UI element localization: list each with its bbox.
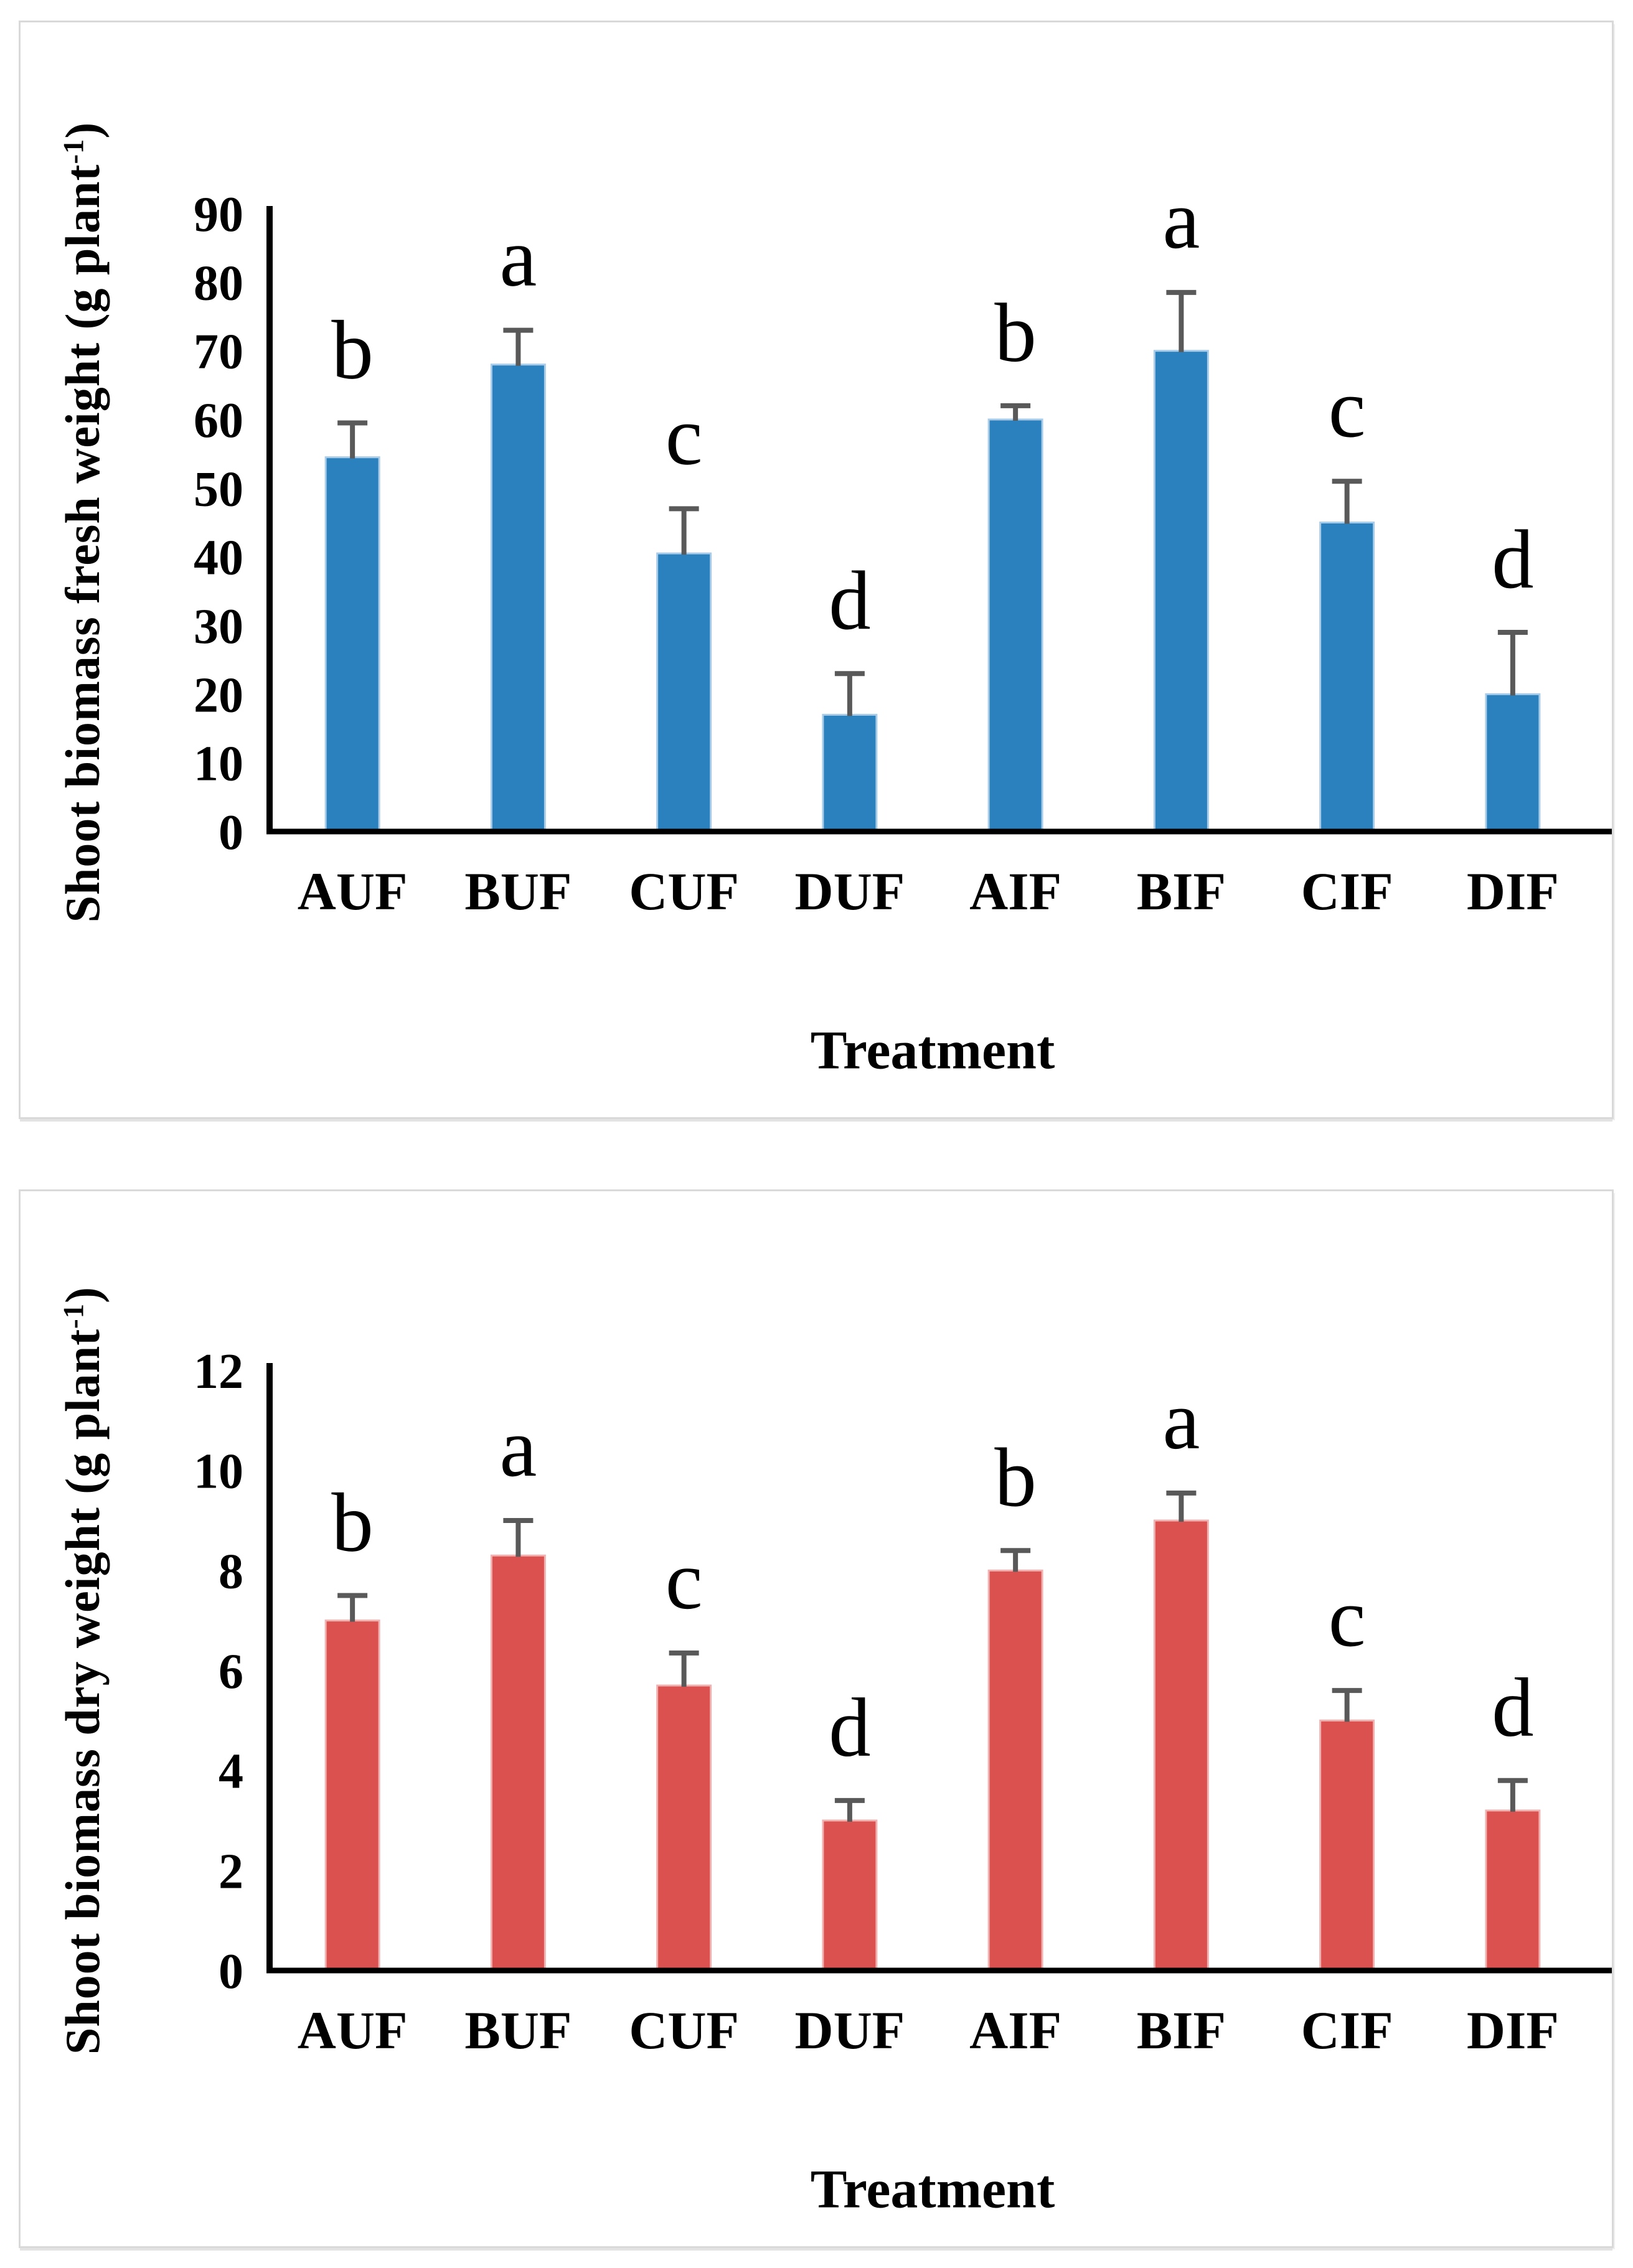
bar <box>1319 522 1375 833</box>
x-axis-title-fresh: Treatment <box>810 1020 1055 1081</box>
sig-letter: b <box>994 1432 1037 1524</box>
y-tick-label: 0 <box>219 805 243 860</box>
sig-letter: c <box>666 1534 703 1627</box>
x-category-label: CIF <box>1301 861 1393 921</box>
y-tick-label: 50 <box>194 462 243 517</box>
bar <box>324 456 380 833</box>
bar <box>656 552 712 833</box>
sig-letter: b <box>331 304 374 397</box>
x-category-label: BIF <box>1137 2000 1226 2060</box>
y-tick-label: 70 <box>194 325 243 380</box>
superscript-minus-one: -1 <box>57 1303 90 1329</box>
sig-letter: c <box>1329 362 1366 455</box>
x-category-label: AUF <box>298 861 408 921</box>
superscript-minus-one: -1 <box>57 138 90 164</box>
sig-letter: a <box>1162 174 1200 266</box>
x-category-label: CUF <box>629 2000 739 2060</box>
bar <box>656 1684 712 1972</box>
bar <box>822 713 878 833</box>
sig-letter: c <box>666 390 703 482</box>
x-category-label: DUF <box>795 861 905 921</box>
bar <box>1485 1809 1541 1972</box>
sig-letter: c <box>1329 1572 1366 1664</box>
sig-letter: a <box>499 212 537 304</box>
bar <box>822 1819 878 1972</box>
y-tick-label: 12 <box>194 1344 243 1399</box>
x-category-label: AIF <box>969 861 1061 921</box>
x-category-label: CUF <box>629 861 739 921</box>
y-axis-title-dry: Shoot biomass dry weight (g plant-1) <box>55 1286 111 2055</box>
bar <box>1153 350 1209 833</box>
y-tick-label: 80 <box>194 256 243 311</box>
sig-letter: b <box>994 287 1037 380</box>
bar <box>1153 1519 1209 1972</box>
bar <box>987 418 1043 833</box>
sig-letter: b <box>331 1477 374 1570</box>
x-axis-title-dry: Treatment <box>810 2159 1055 2220</box>
bar <box>490 363 546 833</box>
fresh-weight-chart-panel: 0 10 20 30 40 50 60 70 80 90 b AUF a BUF c CUF d DUF b AIF a… <box>19 21 1614 1119</box>
sig-letter: a <box>499 1402 537 1494</box>
y-tick-label: 10 <box>194 737 243 792</box>
bar <box>324 1619 380 1972</box>
x-category-label: CIF <box>1301 2000 1393 2060</box>
x-category-label: BUF <box>464 861 572 921</box>
y-tick-label: 8 <box>219 1544 243 1599</box>
bar <box>1319 1719 1375 1972</box>
bar <box>490 1554 546 1972</box>
sig-letter: d <box>829 1682 871 1774</box>
x-category-label: DIF <box>1467 861 1559 921</box>
x-category-label: DIF <box>1467 2000 1559 2060</box>
y-tick-label: 40 <box>194 531 243 586</box>
y-axis-title-close-paren: ) <box>55 121 110 139</box>
y-tick-label: 20 <box>194 668 243 723</box>
x-category-label: AUF <box>298 2000 408 2060</box>
bar <box>987 1569 1043 1972</box>
y-tick-label: 10 <box>194 1445 243 1499</box>
y-tick-label: 90 <box>194 187 243 242</box>
y-axis-title-close-paren: ) <box>55 1286 110 1303</box>
y-axis-title-text: Shoot biomass dry weight (g plant <box>55 1328 110 2055</box>
y-tick-label: 60 <box>194 393 243 448</box>
x-category-label: BIF <box>1137 861 1226 921</box>
y-tick-label: 2 <box>219 1844 243 1899</box>
x-category-label: AIF <box>969 2000 1061 2060</box>
sig-letter: d <box>1492 513 1534 606</box>
dry-weight-bar-chart: 0 2 4 6 8 10 12 b AUF a BUF c CUF d DUF b AIF a BIF c CIF d DI… <box>194 1344 1612 2060</box>
sig-letter: a <box>1162 1374 1200 1467</box>
y-tick-label: 4 <box>219 1745 243 1799</box>
fresh-weight-bar-chart: 0 10 20 30 40 50 60 70 80 90 b AUF a BUF c CUF d DUF b AIF a… <box>194 174 1612 921</box>
y-tick-label: 30 <box>194 599 243 654</box>
x-category-label: BUF <box>464 2000 572 2060</box>
bar <box>1485 693 1541 833</box>
dry-weight-chart-panel: 0 2 4 6 8 10 12 b AUF a BUF c CUF d DUF b AIF a BIF c CIF d DI… <box>19 1189 1614 2248</box>
y-axis-title-text: Shoot biomass fresh weight (g plant <box>55 164 110 923</box>
y-tick-label: 0 <box>219 1944 243 1999</box>
sig-letter: d <box>1492 1662 1534 1755</box>
y-axis-title-fresh: Shoot biomass fresh weight (g plant-1) <box>55 122 111 923</box>
y-tick-label: 6 <box>219 1644 243 1699</box>
x-category-label: DUF <box>795 2000 905 2060</box>
sig-letter: d <box>829 555 871 647</box>
